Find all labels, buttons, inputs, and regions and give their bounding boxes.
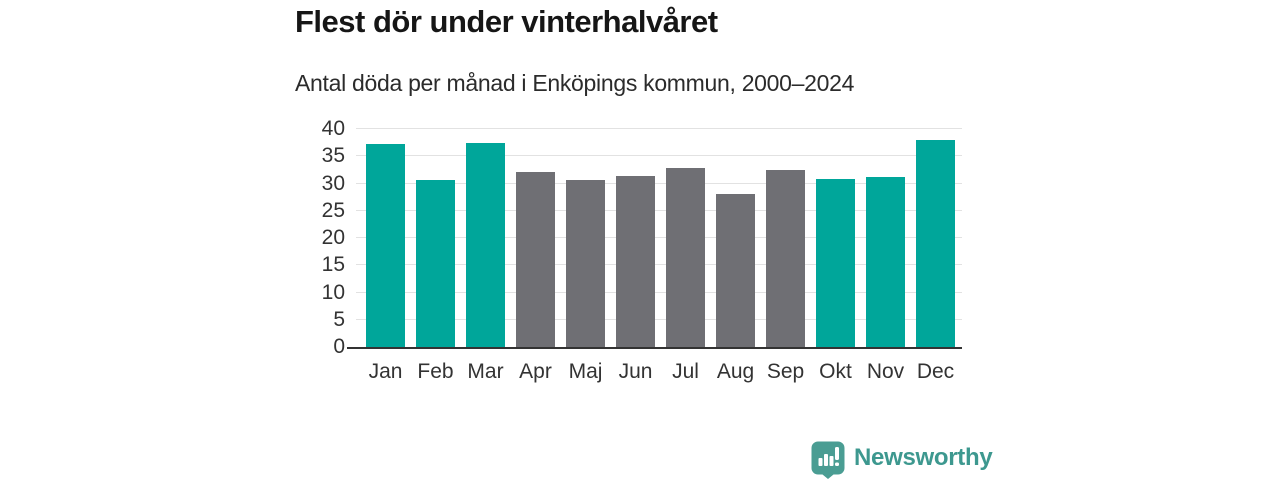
newsworthy-logo[interactable]: Newsworthy <box>811 441 993 479</box>
y-axis: 0 5 10 15 20 25 30 35 40 <box>245 117 345 358</box>
x-tick-label-okt: Okt <box>819 360 852 383</box>
bar-maj <box>566 180 605 347</box>
bar-mar <box>466 143 505 347</box>
x-tick-label-mar: Mar <box>467 360 504 383</box>
x-axis-line <box>347 347 962 349</box>
gridline-y-10 <box>356 291 962 293</box>
bar-feb <box>416 180 455 347</box>
chart-title: Flest dör under vinterhalvåret <box>295 4 718 39</box>
x-tick-label-aug: Aug <box>716 360 755 383</box>
x-tick-label-jun: Jun <box>618 360 653 383</box>
gridline-y-20 <box>356 237 962 238</box>
newsworthy-logo-icon <box>811 441 845 479</box>
bar-jul <box>666 167 705 347</box>
gridline-y-40 <box>356 128 962 129</box>
y-tick-label-5: 5 <box>333 307 345 331</box>
bar-okt <box>816 178 855 347</box>
x-tick-label-maj: Maj <box>568 360 603 383</box>
gridline-y-35 <box>356 155 962 157</box>
y-tick-label-40: 40 <box>321 117 345 140</box>
bar-jun <box>616 175 655 347</box>
gridline-y-5 <box>356 318 962 320</box>
y-tick-label-25: 25 <box>321 198 345 222</box>
chart-subtitle: Antal döda per månad i Enköpings kommun,… <box>295 70 855 96</box>
bar-dec <box>916 140 955 347</box>
x-tick-label-jul: Jul <box>672 360 699 383</box>
y-tick-label-30: 30 <box>321 171 345 195</box>
bar-apr <box>516 172 555 347</box>
y-tick-label-10: 10 <box>321 280 345 304</box>
x-tick-label-feb: Feb <box>417 360 454 383</box>
bar-jan <box>366 144 405 347</box>
gridline-y-25 <box>356 209 962 211</box>
bar-nov <box>866 176 905 347</box>
plot-area: Jan Feb Mar Apr Maj Jun Jul Aug Sep Okt Nov Dec <box>347 128 962 383</box>
x-tick-label-apr: Apr <box>519 360 552 383</box>
newsworthy-logo-text: Newsworthy <box>854 444 993 471</box>
y-tick-label-15: 15 <box>321 253 345 277</box>
gridline-y-30 <box>356 182 962 184</box>
x-tick-label-dec: Dec <box>916 360 955 383</box>
gridline-y-15 <box>356 264 962 266</box>
bar-sep <box>766 169 805 347</box>
y-tick-label-35: 35 <box>321 144 345 168</box>
y-tick-label-0: 0 <box>333 335 345 358</box>
y-tick-label-20: 20 <box>321 226 345 249</box>
x-tick-label-nov: Nov <box>866 360 905 383</box>
x-tick-label-sep: Sep <box>766 360 805 383</box>
x-tick-label-jan: Jan <box>368 360 403 383</box>
bar-aug <box>716 194 755 347</box>
